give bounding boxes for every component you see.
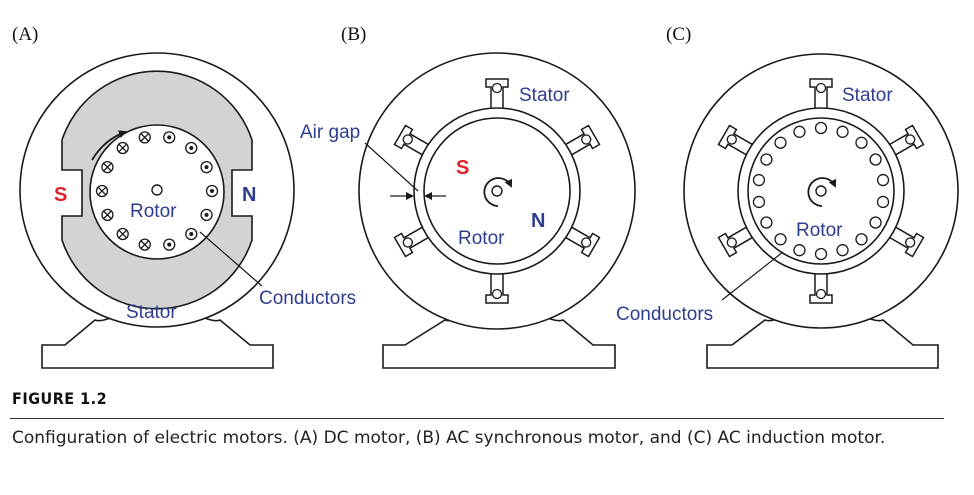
panel-c-letter: (C) [666, 24, 691, 45]
conductors-leader [721, 251, 784, 301]
conductor-out-of-page [205, 184, 219, 198]
rotor-bar [760, 216, 773, 229]
rotor-shaft [491, 185, 503, 197]
conductor-into-page [101, 208, 114, 222]
panel-a-dc-motor: (A) S N Rotor Stator Conductors [12, 24, 356, 369]
rotor-label: Rotor [458, 228, 505, 249]
conductors-label: Conductors [616, 304, 713, 325]
rotor-bar [793, 244, 806, 257]
conductor-into-page [138, 238, 151, 251]
panel-b-ac-synchronous-motor: (B) Stator Air gap S N Rotor [300, 24, 636, 369]
conductor-into-page [95, 184, 109, 198]
stator-slot [717, 225, 756, 258]
stator-slot [886, 225, 925, 258]
rotor-shaft [815, 185, 827, 197]
rotor-bar [855, 233, 868, 246]
conductor-into-page [116, 141, 129, 155]
rotor-bar [814, 121, 828, 135]
motor-diagram: (A) S N Rotor Stator Conductors (B) [12, 24, 959, 369]
stator-slots [393, 78, 601, 304]
conductor-into-page [101, 160, 114, 174]
conductor-out-of-page [185, 227, 198, 241]
conductor-into-page [138, 131, 151, 144]
caption-divider [10, 418, 944, 419]
rotation-arrow [807, 177, 837, 207]
conductors-leader [199, 231, 263, 287]
stator-slot [393, 225, 432, 258]
stator-slot [393, 124, 432, 157]
stator-slot [485, 271, 509, 304]
conductor-out-of-page [163, 131, 176, 144]
rotor-bar [869, 153, 882, 166]
rotor-bar [774, 136, 787, 149]
rotation-arrow [483, 177, 513, 207]
air-gap-leader [364, 142, 419, 192]
panel-b-letter: (B) [341, 24, 366, 45]
rotor-bar [855, 136, 868, 149]
air-gap-label: Air gap [300, 122, 360, 143]
rotor-bar [793, 125, 806, 138]
stator-slot [809, 271, 833, 304]
figure-caption: Configuration of electric motors. (A) DC… [12, 428, 886, 448]
motor-base [706, 317, 939, 369]
pole-n-label: N [242, 184, 256, 206]
rotation-arrow [91, 130, 127, 161]
stator-slot [717, 124, 756, 157]
conductor-out-of-page [163, 238, 176, 251]
motor-base [41, 317, 274, 369]
stator-label: Stator [126, 302, 177, 323]
panel-a-letter: (A) [12, 24, 38, 45]
conductor-out-of-page [185, 141, 198, 155]
rotor-bar [760, 153, 773, 166]
stator-slot [809, 78, 833, 111]
stator-label: Stator [519, 85, 570, 106]
rotor-bar [836, 125, 849, 138]
panel-c-ac-induction-motor: (C) Stator Rotor Conductors [616, 24, 959, 369]
conductor-out-of-page [200, 208, 213, 222]
pole-n-label: N [531, 210, 545, 232]
stator-slots [717, 78, 925, 304]
rotor-bar [752, 173, 766, 187]
rotor-label: Rotor [130, 201, 177, 222]
stator-label: Stator [842, 85, 893, 106]
figure-title: FIGURE 1.2 [12, 389, 108, 408]
rotor-conductors [95, 131, 219, 251]
rotor-bar [814, 247, 828, 261]
stator-slot [562, 225, 601, 258]
rotor-bar [752, 195, 766, 209]
rotor-bar [836, 244, 849, 257]
conductor-out-of-page [200, 160, 213, 174]
stator-slot [562, 124, 601, 157]
rotor-bar [774, 233, 787, 246]
rotor-bar [869, 216, 882, 229]
rotor-label: Rotor [796, 220, 843, 241]
conductor-into-page [116, 227, 129, 241]
stator-slot [485, 78, 509, 111]
stator-slot [886, 124, 925, 157]
pole-s-label: S [456, 157, 469, 179]
rotor-shaft [151, 184, 163, 196]
rotor-conductors [752, 121, 890, 261]
rotor-bar [876, 173, 890, 187]
conductors-label: Conductors [259, 288, 356, 309]
pole-s-label: S [54, 184, 67, 206]
rotor-bar [876, 195, 890, 209]
